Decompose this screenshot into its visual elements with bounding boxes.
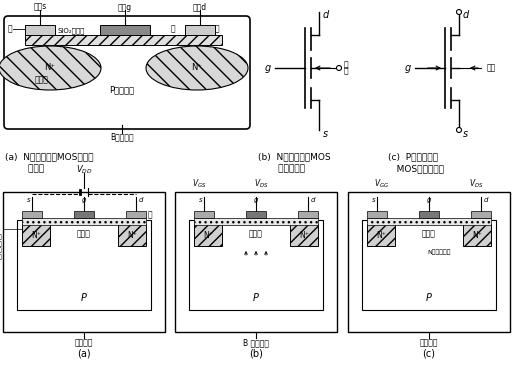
Text: (b)  N沟道增强型MOS
       管代表符号: (b) N沟道增强型MOS 管代表符号 (258, 152, 331, 173)
Text: N⁺: N⁺ (192, 64, 202, 73)
Text: N⁺: N⁺ (299, 230, 309, 240)
Bar (362, 220, 496, 310)
Text: 耗尽层: 耗尽层 (35, 76, 49, 85)
Bar (471, 211, 491, 218)
Text: P: P (81, 293, 87, 303)
Bar (185, 25, 215, 35)
Text: (c)  P沟道增强型
   MOS管代表符号: (c) P沟道增强型 MOS管代表符号 (388, 152, 444, 173)
Text: 铝: 铝 (7, 24, 12, 33)
Text: s: s (199, 197, 203, 203)
Text: d: d (311, 197, 316, 203)
Bar (194, 224, 222, 246)
Text: 耗尽层: 耗尽层 (249, 229, 263, 238)
Text: N⁺: N⁺ (45, 64, 56, 73)
Text: $V_{DS}$: $V_{DS}$ (469, 178, 483, 190)
Text: d: d (484, 197, 489, 203)
Bar (175, 192, 337, 332)
Bar (126, 211, 146, 218)
Bar (3, 192, 165, 332)
Bar (22, 211, 42, 218)
Text: $V_{DD}$: $V_{DD}$ (76, 164, 92, 176)
Text: SiO₂绝缘层: SiO₂绝缘层 (57, 28, 84, 34)
Text: 铝: 铝 (215, 24, 219, 33)
Text: 铝: 铝 (170, 24, 175, 33)
Text: d: d (139, 197, 144, 203)
Bar (25, 35, 222, 45)
Text: 衬: 衬 (344, 61, 349, 70)
Text: P: P (426, 293, 432, 303)
Text: 源极s: 源极s (33, 3, 47, 12)
Bar (25, 25, 55, 35)
Circle shape (336, 65, 341, 71)
Text: 衬底引线: 衬底引线 (420, 338, 438, 347)
Ellipse shape (146, 46, 248, 90)
Ellipse shape (0, 46, 101, 90)
Text: g: g (254, 197, 258, 203)
Text: N⁺: N⁺ (127, 230, 137, 240)
Text: $V_{GS}$: $V_{GS}$ (192, 178, 207, 190)
Bar (189, 220, 323, 310)
Text: (c): (c) (422, 349, 436, 359)
Text: N⁺: N⁺ (376, 230, 386, 240)
Text: s: s (27, 197, 31, 203)
Text: N⁺: N⁺ (472, 230, 482, 240)
Text: d: d (463, 10, 469, 20)
Text: $V_{GG}$: $V_{GG}$ (374, 178, 390, 190)
Text: B 衬底引线: B 衬底引线 (243, 338, 269, 347)
Bar (22, 224, 50, 246)
Text: g: g (265, 63, 271, 73)
Text: g: g (427, 197, 431, 203)
Text: 底: 底 (344, 67, 349, 76)
Text: 耗尽层: 耗尽层 (422, 229, 436, 238)
Bar (118, 224, 146, 246)
Text: (b): (b) (249, 349, 263, 359)
Bar (463, 224, 491, 246)
Text: s: s (372, 197, 376, 203)
Text: N⁺: N⁺ (31, 230, 41, 240)
Bar (290, 224, 318, 246)
Text: (a): (a) (77, 349, 91, 359)
Bar (17, 220, 151, 310)
Text: P: P (253, 293, 259, 303)
Text: 衬底: 衬底 (487, 64, 496, 73)
Bar (194, 211, 214, 218)
Text: N⁺: N⁺ (203, 230, 213, 240)
Text: 衬底引线: 衬底引线 (75, 338, 93, 347)
Bar (367, 224, 395, 246)
Bar (100, 25, 150, 35)
Text: (a)  N沟道增强型MOS管结构
        示意图: (a) N沟道增强型MOS管结构 示意图 (5, 152, 94, 173)
Text: 二
氧
化
硅: 二 氧 化 硅 (0, 234, 1, 259)
Bar (246, 211, 266, 218)
Bar (298, 211, 318, 218)
Text: $V_{DS}$: $V_{DS}$ (254, 178, 268, 190)
Circle shape (456, 9, 461, 15)
Bar (348, 192, 510, 332)
Text: N型感生沟道: N型感生沟道 (427, 249, 451, 255)
Text: 栅极g: 栅极g (118, 3, 132, 12)
Text: P型硅衬底: P型硅衬底 (109, 85, 134, 94)
Text: 漏极d: 漏极d (193, 3, 207, 12)
FancyBboxPatch shape (4, 16, 250, 129)
Bar (419, 211, 439, 218)
Bar (367, 218, 491, 225)
Bar (194, 218, 318, 225)
Circle shape (456, 127, 461, 132)
Text: g: g (82, 197, 86, 203)
Text: 耗尽层: 耗尽层 (77, 229, 91, 238)
Text: g: g (405, 63, 411, 73)
Text: 铝: 铝 (148, 211, 152, 220)
Bar (367, 211, 387, 218)
Text: s: s (323, 129, 328, 139)
Text: B衬底引线: B衬底引线 (110, 132, 134, 141)
Bar (74, 211, 94, 218)
Text: d: d (323, 10, 329, 20)
Text: s: s (463, 129, 468, 139)
Bar (22, 218, 146, 225)
